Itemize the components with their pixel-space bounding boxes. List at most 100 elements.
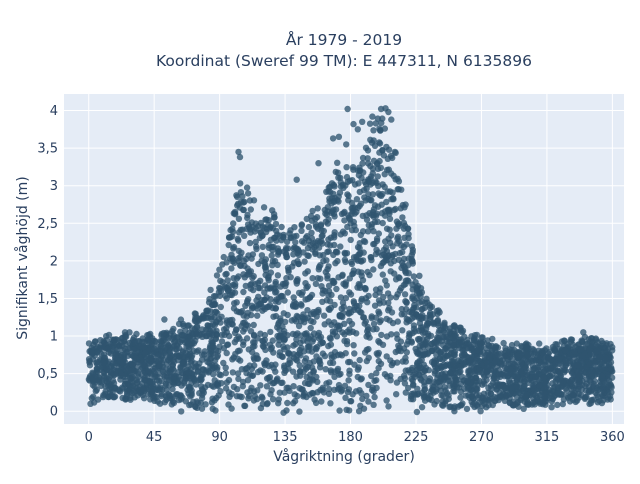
data-point	[163, 361, 170, 368]
data-point	[457, 394, 464, 401]
data-point	[192, 403, 199, 410]
data-point	[332, 260, 339, 267]
data-point	[385, 252, 393, 259]
data-point	[387, 377, 394, 384]
data-point	[162, 344, 170, 351]
data-point	[163, 393, 170, 401]
data-point	[270, 364, 277, 372]
data-point	[585, 388, 593, 396]
data-point	[207, 286, 214, 294]
data-point	[185, 322, 192, 329]
data-point	[313, 313, 320, 320]
data-point	[229, 316, 236, 324]
x-axis-title: Vågriktning (grader)	[273, 448, 415, 465]
data-point	[306, 343, 313, 350]
data-point	[130, 368, 137, 375]
data-point	[603, 347, 610, 355]
data-point	[368, 372, 375, 380]
data-point	[540, 374, 548, 381]
data-point	[474, 386, 481, 393]
data-point	[227, 226, 234, 234]
data-point	[497, 393, 504, 400]
data-point	[276, 232, 284, 239]
data-point	[267, 269, 275, 276]
data-point	[438, 376, 445, 383]
data-point	[485, 402, 492, 409]
data-point	[244, 190, 252, 197]
data-point	[407, 395, 415, 403]
data-point	[290, 294, 297, 301]
data-point	[490, 375, 497, 382]
data-point	[369, 384, 376, 391]
data-point	[466, 371, 473, 379]
data-point	[185, 369, 192, 376]
data-point	[491, 344, 499, 351]
data-point	[370, 228, 377, 235]
data-point	[343, 164, 350, 171]
data-point	[110, 394, 118, 401]
data-point	[408, 252, 415, 259]
data-point	[225, 401, 232, 408]
data-point	[359, 212, 366, 220]
data-point	[441, 400, 449, 407]
data-point	[112, 349, 120, 357]
data-point	[310, 335, 317, 343]
data-point	[395, 256, 402, 263]
data-point	[377, 262, 385, 270]
data-point	[409, 258, 416, 265]
data-point	[435, 320, 442, 327]
data-point	[310, 318, 317, 326]
data-point	[200, 389, 207, 396]
data-point	[218, 338, 226, 345]
data-point	[290, 342, 297, 349]
data-point	[370, 157, 378, 164]
data-point	[263, 216, 270, 223]
data-point	[281, 362, 288, 369]
data-point	[291, 299, 298, 306]
data-point	[240, 288, 247, 296]
data-point	[343, 141, 350, 148]
data-point	[103, 377, 110, 385]
data-point	[349, 177, 356, 184]
data-point	[331, 348, 339, 356]
data-point	[399, 214, 406, 221]
data-point	[532, 374, 539, 381]
data-point	[368, 221, 376, 228]
data-point	[169, 379, 176, 386]
data-point	[241, 232, 248, 239]
data-point	[351, 350, 358, 357]
data-point	[267, 236, 275, 243]
data-point	[309, 275, 316, 282]
data-point	[278, 293, 285, 300]
data-point	[446, 325, 454, 332]
data-point	[231, 283, 239, 290]
data-point	[395, 347, 402, 354]
data-point	[400, 262, 407, 269]
data-point	[531, 398, 538, 406]
data-point	[364, 155, 371, 162]
data-point	[359, 257, 367, 264]
data-point	[238, 366, 246, 373]
data-point	[409, 382, 417, 389]
data-point	[414, 360, 421, 367]
data-point	[337, 294, 345, 301]
data-point	[119, 347, 126, 354]
data-point	[294, 246, 302, 253]
data-point	[244, 364, 251, 372]
data-point	[294, 330, 301, 337]
data-point	[568, 336, 576, 343]
data-point	[346, 305, 353, 313]
data-point	[215, 347, 222, 355]
data-point	[471, 403, 478, 411]
data-point	[416, 272, 423, 279]
data-point	[188, 392, 195, 399]
data-point	[295, 322, 303, 330]
data-point	[244, 211, 251, 219]
data-point	[240, 341, 247, 349]
data-point	[364, 228, 372, 235]
data-point	[345, 358, 352, 366]
data-point	[392, 176, 399, 183]
data-point	[477, 408, 484, 415]
data-point	[241, 402, 249, 410]
data-point	[450, 341, 457, 349]
